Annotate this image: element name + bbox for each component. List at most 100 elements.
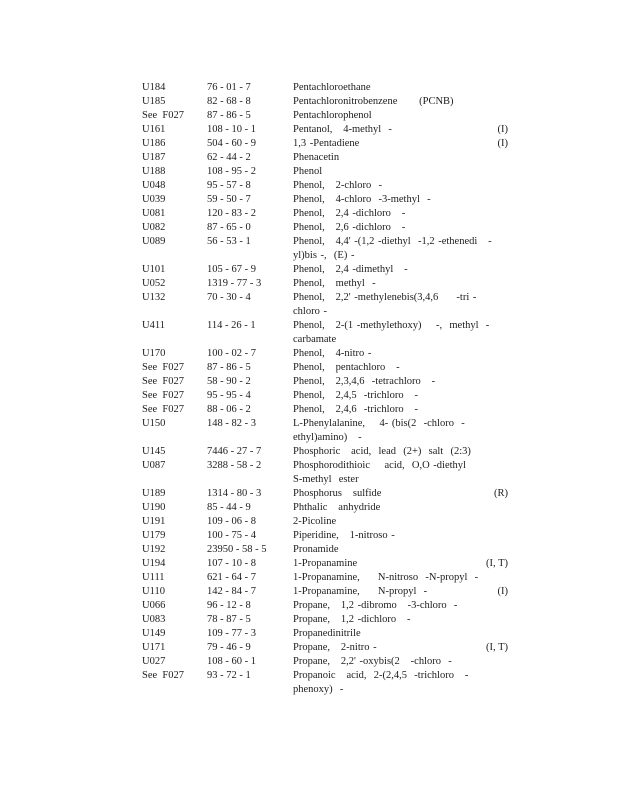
substance-name-line: Phenol, 2,3,4,6 -tetrachloro - (293, 376, 436, 387)
substance-name-cell: Phenol, 4,4' -(1,2 -diethyl -1,2 -ethene… (293, 235, 492, 263)
substance-name-line: Pentachloronitrobenzene (PCNB) (293, 96, 454, 107)
hazard-note-cell: (I, T) (486, 558, 508, 569)
substance-name-cell: 1,3 -Pentadiene (293, 137, 478, 151)
substance-name-cell: Phenacetin (293, 151, 478, 165)
substance-table: U184 76 - 01 - 7 Pentachloroethane U185 82 -… (142, 81, 510, 697)
substance-name-line: Phenol, pentachloro - (293, 362, 400, 373)
cas-number-cell: 107 - 10 - 8 (207, 558, 256, 569)
cas-number-cell: 62 - 44 - 2 (207, 152, 251, 163)
waste-code-cell: U170 (142, 348, 166, 359)
hazard-note-cell: (I) (497, 138, 509, 149)
table-row: U101 105 - 67 - 9 Phenol, 2,4 -dimethyl - (142, 263, 510, 277)
cas-number-cell: 95 - 57 - 8 (207, 180, 251, 191)
substance-name-line: Propane, 1,2 -dibromo -3-chloro - (293, 600, 458, 611)
cas-number-cell: 3288 - 58 - 2 (207, 460, 262, 471)
table-row: U081 120 - 83 - 2 Phenol, 2,4 -dichloro - (142, 207, 510, 221)
substance-name-cell: Phosphorus sulfide (293, 487, 478, 501)
waste-code-cell: U184 (142, 82, 166, 93)
table-row: U110 142 - 84 - 7 1-Propanamine, N-propyl … (142, 585, 510, 599)
substance-name-line: Pentachlorophenol (293, 110, 372, 121)
cas-number-cell: 87 - 65 - 0 (207, 222, 251, 233)
waste-code-cell: U194 (142, 558, 166, 569)
table-row: U171 79 - 46 - 9 Propane, 2-nitro - (I, T) (142, 641, 510, 655)
substance-name-line: yl)bis -, (E) - (293, 250, 355, 261)
substance-name-cell: Propanoic acid, 2-(2,4,5 -trichloro - phe… (293, 669, 478, 697)
substance-name-line: Propane, 1,2 -dichloro - (293, 614, 411, 625)
substance-name-line: Phenol, 2-(1 -methylethoxy) -, methyl - (293, 320, 490, 331)
substance-name-cell: Phosphoric acid, lead (2+) salt (2:3) (293, 445, 478, 459)
substance-name-cell: Propane, 1,2 -dichloro - (293, 613, 478, 627)
substance-name-cell: Phthalic anhydride (293, 501, 478, 515)
substance-name-line: Phenol, 2-chloro - (293, 180, 382, 191)
table-row: U111 621 - 64 - 7 1-Propanamine, N-nitroso… (142, 571, 510, 585)
substance-name-cell: Phenol, 2,6 -dichloro - (293, 221, 478, 235)
substance-name-line: 2-Picoline (293, 516, 337, 527)
table-row: U082 87 - 65 - 0 Phenol, 2,6 -dichloro - (142, 221, 510, 235)
waste-code-cell: U081 (142, 208, 166, 219)
substance-name-line: Phosphorodithioic acid, O,O -diethyl (293, 460, 466, 471)
cas-number-cell: 1314 - 80 - 3 (207, 488, 262, 499)
table-row: See F027 58 - 90 - 2 Phenol, 2,3,4,6 -tetr… (142, 375, 510, 389)
substance-name-line: S-methyl ester (293, 474, 359, 485)
waste-code-cell: U161 (142, 124, 166, 135)
waste-code-cell: U186 (142, 138, 166, 149)
table-row: See F027 88 - 06 - 2 Phenol, 2,4,6 -trichl… (142, 403, 510, 417)
substance-name-cell: Phenol, 2-(1 -methylethoxy) -, methyl - c… (293, 319, 490, 347)
cas-number-cell: 109 - 06 - 8 (207, 516, 256, 527)
cas-number-cell: 7446 - 27 - 7 (207, 446, 262, 457)
hazard-note-cell: (I) (497, 124, 509, 135)
substance-name-line: Phenol, 4-chloro -3-methyl - (293, 194, 431, 205)
table-row: U190 85 - 44 - 9 Phthalic anhydride (142, 501, 510, 515)
cas-number-cell: 79 - 46 - 9 (207, 642, 251, 653)
table-row: U132 70 - 30 - 4 Phenol, 2,2' -methylenebi… (142, 291, 510, 319)
waste-code-cell: See F027 (142, 110, 184, 121)
substance-name-line: phenoxy) - (293, 684, 344, 695)
substance-name-cell: Phenol, 2,4 -dichloro - (293, 207, 478, 221)
substance-name-cell: L-Phenylalanine, 4- (bis(2 -chloro - ethy… (293, 417, 478, 445)
substance-name-line: Phosphorus sulfide (293, 488, 382, 499)
waste-code-cell: U082 (142, 222, 166, 233)
waste-code-cell: U039 (142, 194, 166, 205)
waste-code-cell: U083 (142, 614, 166, 625)
substance-name-line: Pronamide (293, 544, 339, 555)
waste-code-cell: U027 (142, 656, 166, 667)
waste-code-cell: See F027 (142, 376, 184, 387)
substance-name-cell: Phenol, 2,2' -methylenebis(3,4,6 -tri - c… (293, 291, 478, 319)
cas-number-cell: 100 - 75 - 4 (207, 530, 256, 541)
cas-number-cell: 95 - 95 - 4 (207, 390, 251, 401)
waste-code-cell: U187 (142, 152, 166, 163)
cas-number-cell: 105 - 67 - 9 (207, 264, 256, 275)
cas-number-cell: 108 - 95 - 2 (207, 166, 256, 177)
cas-number-cell: 87 - 86 - 5 (207, 362, 251, 373)
table-row: See F027 93 - 72 - 1 Propanoic acid, 2-(2,… (142, 669, 510, 697)
cas-number-cell: 82 - 68 - 8 (207, 96, 251, 107)
table-row: U161 108 - 10 - 1 Pentanol, 4-methyl - (I) (142, 123, 510, 137)
substance-name-cell: 2-Picoline (293, 515, 478, 529)
table-row: U048 95 - 57 - 8 Phenol, 2-chloro - (142, 179, 510, 193)
table-row: U194 107 - 10 - 8 1-Propanamine (I, T) (142, 557, 510, 571)
cas-number-cell: 88 - 06 - 2 (207, 404, 251, 415)
table-row: U185 82 - 68 - 8 Pentachloronitrobenzene (… (142, 95, 510, 109)
substance-name-line: Propanoic acid, 2-(2,4,5 -trichloro - (293, 670, 469, 681)
substance-name-cell: Pentachloronitrobenzene (PCNB) (293, 95, 478, 109)
substance-name-cell: Phenol (293, 165, 478, 179)
waste-code-cell: U150 (142, 418, 166, 429)
substance-name-cell: 1-Propanamine, N-nitroso -N-propyl - (293, 571, 478, 585)
table-row: U189 1314 - 80 - 3 Phosphorus sulfide (R) (142, 487, 510, 501)
cas-number-cell: 58 - 90 - 2 (207, 376, 251, 387)
substance-name-cell: Phenol, 2,4,5 -trichloro - (293, 389, 478, 403)
waste-code-cell: See F027 (142, 362, 184, 373)
hazard-note-cell: (I, T) (486, 642, 508, 653)
cas-number-cell: 109 - 77 - 3 (207, 628, 256, 639)
cas-number-cell: 78 - 87 - 5 (207, 614, 251, 625)
waste-code-cell: U111 (142, 572, 165, 583)
table-row: U191 109 - 06 - 8 2-Picoline (142, 515, 510, 529)
table-row: U179 100 - 75 - 4 Piperidine, 1-nitroso - (142, 529, 510, 543)
waste-code-cell: U052 (142, 278, 166, 289)
cas-number-cell: 120 - 83 - 2 (207, 208, 256, 219)
cas-number-cell: 504 - 60 - 9 (207, 138, 256, 149)
waste-code-cell: U087 (142, 460, 166, 471)
table-row: U188 108 - 95 - 2 Phenol (142, 165, 510, 179)
cas-number-cell: 1319 - 77 - 3 (207, 278, 262, 289)
